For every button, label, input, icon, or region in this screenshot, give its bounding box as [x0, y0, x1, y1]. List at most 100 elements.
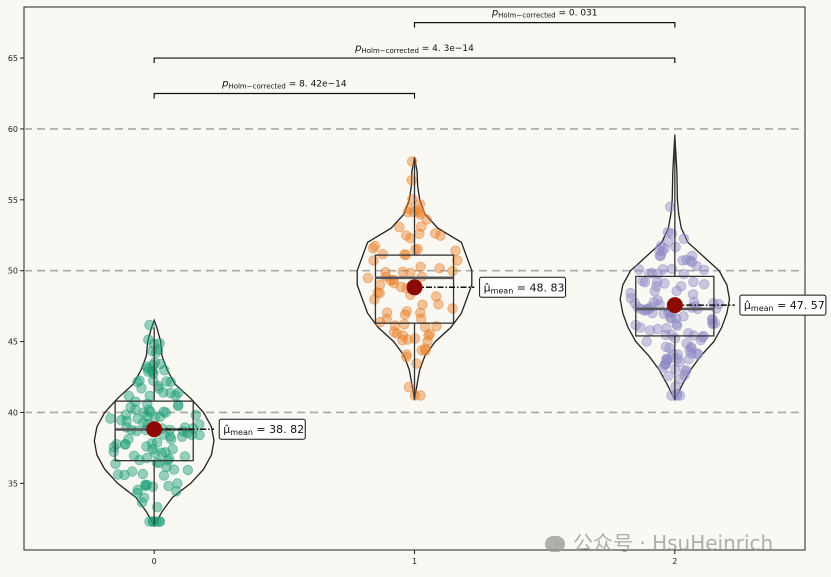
- data-point: [194, 419, 205, 430]
- violin-0: [93, 318, 215, 528]
- data-point: [447, 265, 458, 277]
- data-point: [415, 261, 426, 273]
- data-point: [368, 255, 379, 266]
- data-point: [660, 329, 671, 341]
- data-point: [681, 365, 692, 376]
- data-point: [659, 359, 670, 371]
- data-point: [646, 267, 658, 279]
- data-point: [136, 383, 147, 394]
- data-point: [120, 409, 132, 421]
- wechat-icon: [545, 536, 565, 552]
- data-point: [670, 241, 681, 253]
- data-point: [374, 279, 386, 291]
- mean-marker: [666, 297, 683, 314]
- data-point: [105, 413, 116, 424]
- y-tick-label: 55: [8, 196, 18, 205]
- data-point: [412, 243, 424, 255]
- data-point: [709, 318, 721, 329]
- data-point: [151, 457, 163, 468]
- data-point: [119, 439, 131, 450]
- p-value-label: pHolm−corrected = 4. 3e−14: [354, 43, 474, 55]
- data-point: [160, 407, 172, 418]
- data-point: [158, 387, 169, 398]
- data-point: [152, 344, 164, 355]
- data-point: [649, 286, 660, 297]
- y-tick-label: 60: [8, 125, 18, 134]
- mean-label-box: [218, 418, 306, 440]
- data-point: [641, 336, 652, 347]
- mean-label: μ̂mean = 48. 83: [484, 281, 565, 295]
- data-point: [685, 255, 696, 266]
- mean-label: μ̂mean = 47. 57: [744, 299, 825, 313]
- mean-marker: [146, 421, 163, 438]
- data-point: [377, 248, 389, 260]
- data-point: [434, 263, 445, 274]
- data-point: [415, 209, 426, 220]
- data-point: [125, 401, 136, 413]
- data-point: [391, 328, 403, 339]
- data-point: [172, 399, 184, 410]
- data-point: [411, 358, 422, 369]
- data-point: [375, 316, 386, 328]
- data-point: [671, 318, 682, 330]
- data-point: [147, 516, 159, 527]
- data-point: [155, 358, 166, 370]
- data-point: [415, 313, 427, 324]
- data-point: [420, 343, 431, 354]
- data-point: [671, 285, 682, 297]
- data-point: [137, 468, 149, 480]
- data-point: [143, 404, 155, 416]
- data-point: [190, 409, 201, 421]
- data-point: [182, 464, 194, 476]
- p-value-label: pHolm−corrected = 8. 42e−14: [221, 78, 347, 90]
- data-point: [433, 299, 444, 310]
- data-point: [644, 325, 656, 336]
- data-point: [671, 388, 683, 400]
- data-point: [388, 326, 400, 338]
- data-point: [414, 198, 426, 210]
- data-point: [674, 373, 685, 385]
- data-point: [161, 461, 172, 473]
- data-point: [146, 345, 158, 357]
- data-point: [678, 311, 689, 322]
- data-point: [452, 255, 463, 266]
- data-point: [667, 349, 679, 360]
- data-point: [138, 407, 149, 418]
- data-point: [699, 279, 710, 290]
- data-point: [407, 194, 418, 205]
- data-point: [435, 230, 446, 241]
- data-point: [423, 330, 434, 341]
- data-point: [683, 353, 695, 365]
- data-point: [659, 278, 670, 289]
- data-point: [663, 370, 674, 382]
- data-point: [408, 206, 419, 218]
- data-point: [401, 306, 413, 317]
- data-point: [648, 297, 660, 308]
- data-point: [677, 255, 688, 266]
- data-point: [112, 469, 124, 480]
- y-tick-label: 50: [8, 267, 18, 276]
- data-point: [431, 321, 442, 332]
- data-point: [123, 433, 134, 445]
- data-point: [430, 228, 441, 239]
- y-tick-label: 35: [8, 479, 18, 488]
- data-point: [405, 232, 416, 244]
- data-point: [686, 302, 698, 313]
- data-point: [417, 299, 428, 310]
- data-point: [447, 303, 458, 314]
- data-point: [131, 425, 142, 437]
- data-point: [141, 441, 152, 452]
- data-point: [681, 254, 692, 265]
- data-point: [144, 319, 155, 331]
- data-point: [405, 267, 416, 279]
- data-point: [168, 464, 180, 475]
- mean-label: μ̂mean = 38. 82: [223, 423, 304, 437]
- mean-label-box: [479, 276, 567, 298]
- data-point: [686, 348, 697, 359]
- x-tick-label: 0: [152, 557, 157, 566]
- data-point: [698, 264, 710, 276]
- mean-label-box: [739, 294, 827, 316]
- data-point: [138, 417, 149, 429]
- data-point: [401, 349, 413, 360]
- significance-bracket: [153, 92, 416, 99]
